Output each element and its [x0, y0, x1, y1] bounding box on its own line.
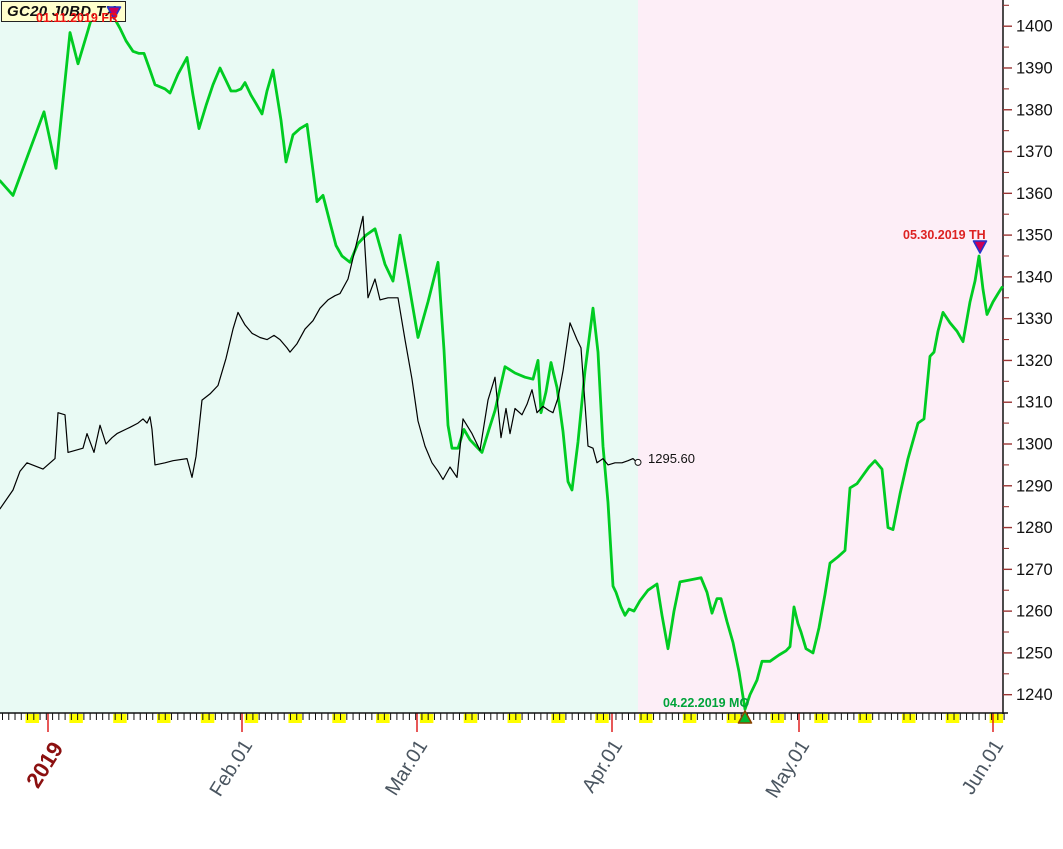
region-forecast	[638, 0, 1003, 713]
weekend-mark	[595, 714, 609, 723]
x-axis-labels: 2019 Feb.01 Mar.01 Apr.01 May.01 Jun.01	[21, 736, 1008, 802]
weekend-mark	[639, 714, 653, 723]
y-axis-tick-label: 1250	[1016, 644, 1053, 662]
weekend-mark	[69, 714, 83, 723]
weekend-mark	[25, 714, 40, 723]
x-axis-month-label: Jun.01	[958, 736, 1008, 799]
symbol-label: GC20 J0BD.TX	[7, 3, 116, 20]
signal-date-label: 01.11.2019 FR	[36, 11, 119, 25]
region-history	[0, 0, 638, 713]
trough-annotation: 04.22.2019 MO	[663, 696, 750, 710]
weekend-mark	[463, 714, 478, 723]
peak-annotation: 05.30.2019 TH	[903, 228, 986, 242]
y-axis-tick-label: 1280	[1016, 519, 1053, 537]
weekend-mark	[901, 714, 916, 723]
weekend-mark	[858, 714, 872, 723]
y-axis-tick-label: 1390	[1016, 59, 1053, 77]
weekend-mark	[244, 714, 259, 723]
weekend-mark	[945, 714, 960, 723]
weekend-mark	[989, 714, 1004, 723]
y-axis-tick-label: 1360	[1016, 185, 1053, 203]
weekend-mark	[682, 714, 697, 723]
weekend-highlights	[25, 714, 1004, 723]
weekend-mark	[288, 714, 302, 723]
weekend-mark	[200, 714, 215, 723]
x-axis-day-ticks	[2, 713, 1005, 720]
weekend-mark	[770, 714, 784, 723]
y-axis-tick-label: 1350	[1016, 227, 1053, 245]
y-axis-tick-label: 1260	[1016, 603, 1053, 621]
y-axis-tick-label: 1380	[1016, 101, 1053, 119]
weekend-mark	[726, 714, 741, 723]
weekend-mark	[157, 714, 171, 723]
y-axis-tick-label: 1290	[1016, 477, 1053, 495]
x-axis-month-label: Apr.01	[578, 736, 627, 797]
x-axis-month-label: Mar.01	[381, 736, 432, 800]
x-axis-month-label: Feb.01	[206, 736, 258, 800]
background-regions	[0, 0, 1003, 713]
y-axis-tick-label: 1240	[1016, 686, 1053, 704]
x-axis-year-label: 2019	[21, 737, 68, 792]
y-axis-tick-label: 1300	[1016, 436, 1053, 454]
y-axis-ticks	[1003, 4, 1012, 696]
forecast-line-series	[0, 8, 1004, 711]
price-line-series	[0, 215, 638, 510]
weekend-mark	[376, 714, 390, 723]
y-axis-labels: 1240 1250 1260 1270 1280 1290 1300 1310 1320 1330…	[1016, 18, 1053, 704]
weekend-mark	[551, 714, 565, 723]
y-axis-tick-label: 1370	[1016, 143, 1053, 161]
y-axis-tick-label: 1320	[1016, 352, 1053, 370]
series	[0, 8, 1004, 711]
x-axis-month-ticks	[47, 713, 994, 732]
symbol-box[interactable]: GC20 J0BD.TX	[1, 1, 126, 22]
y-axis-tick-label: 1270	[1016, 561, 1053, 579]
last-price-label: 1295.60	[648, 451, 695, 466]
weekend-mark	[814, 714, 828, 723]
y-axis-tick-label: 1340	[1016, 268, 1053, 286]
y-axis-tick-label: 1400	[1016, 18, 1053, 36]
y-axis-tick-label: 1310	[1016, 394, 1053, 412]
y-axis-tick-label: 1330	[1016, 310, 1053, 328]
weekend-mark	[419, 714, 434, 723]
weekend-mark	[507, 714, 522, 723]
x-axis-month-label: May.01	[762, 736, 815, 802]
weekend-mark	[332, 714, 346, 723]
axes	[0, 0, 1008, 714]
weekend-mark	[113, 714, 127, 723]
